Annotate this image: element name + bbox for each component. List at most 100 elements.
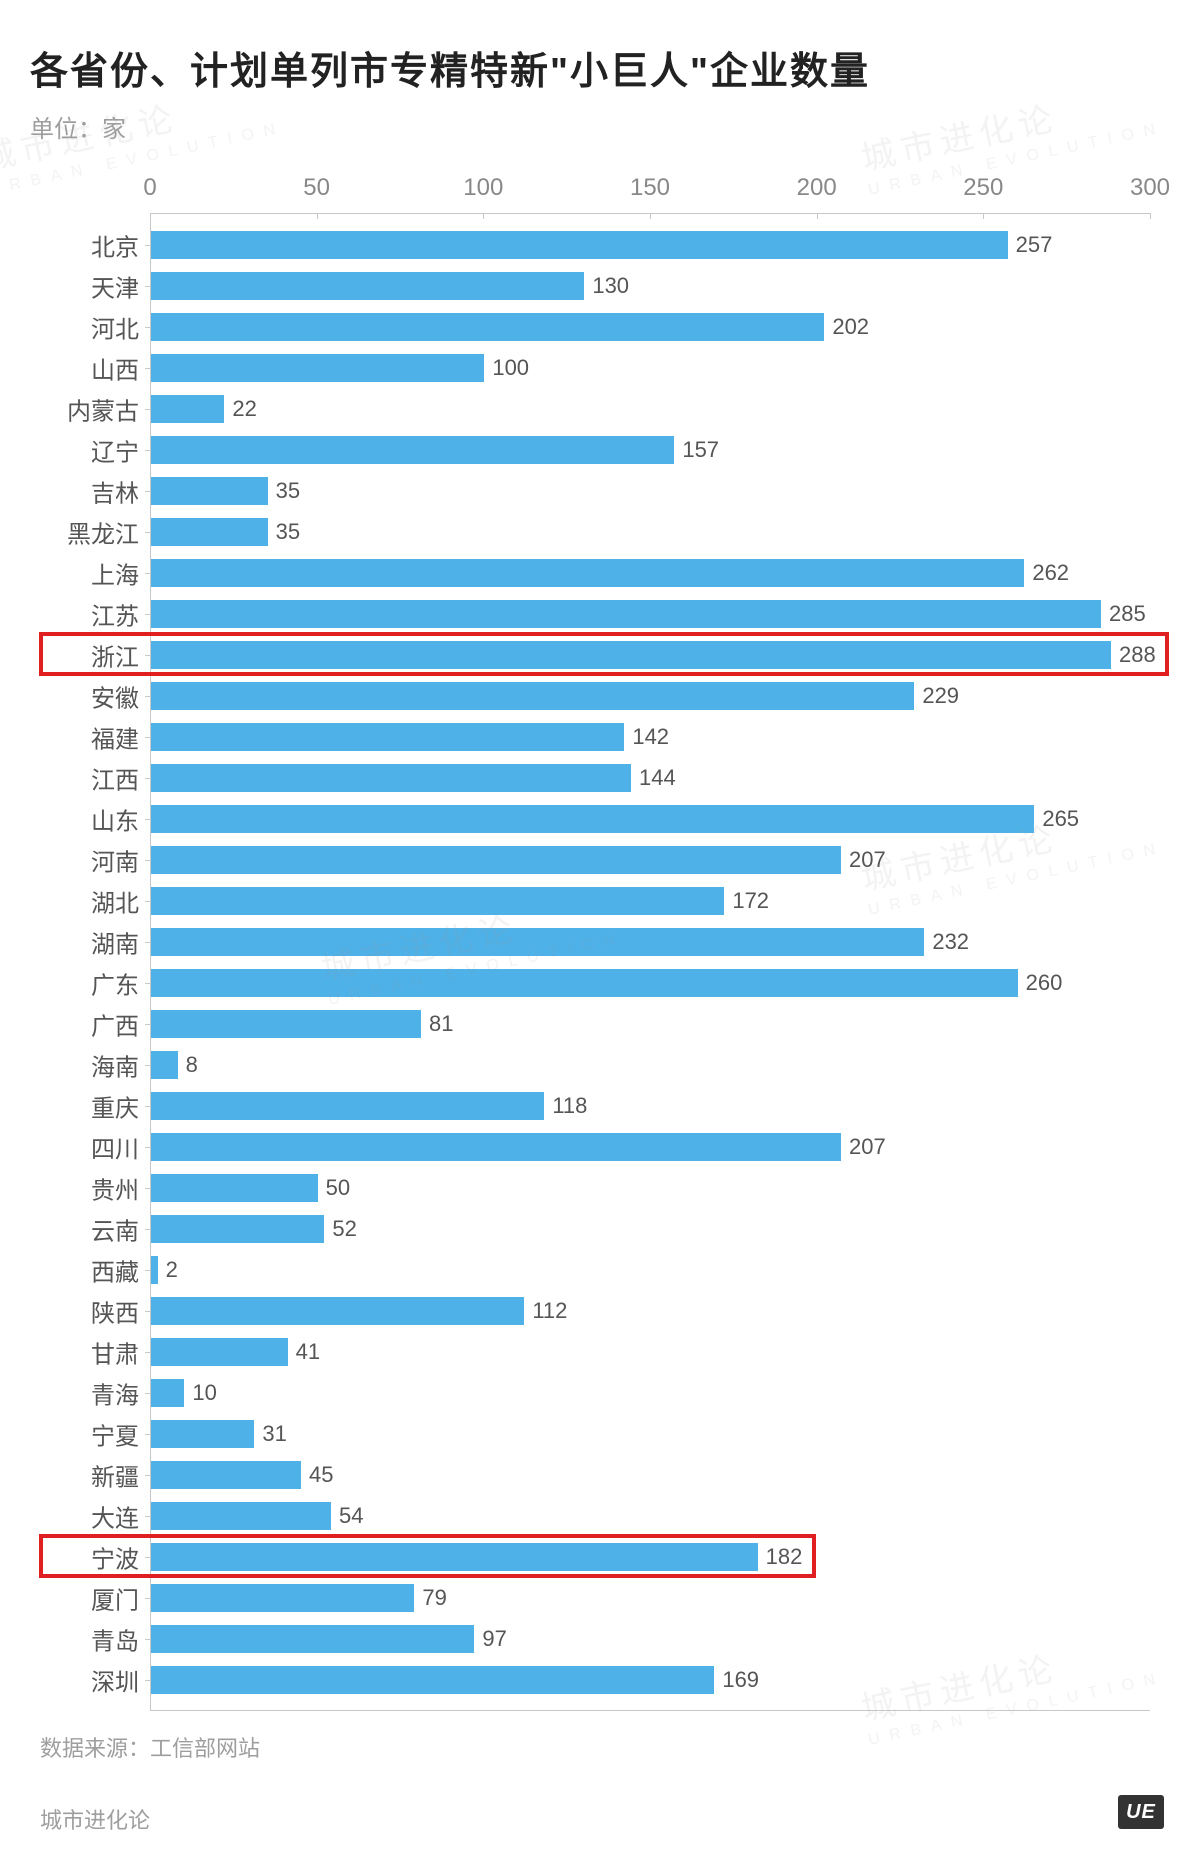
bar-row: 青岛97 <box>151 1618 1150 1659</box>
bar-category-label: 新疆 <box>91 1457 151 1492</box>
bar-row: 新疆45 <box>151 1454 1150 1495</box>
bar-row: 深圳169 <box>151 1659 1150 1700</box>
bar-fill <box>151 231 1008 259</box>
bar-category-label: 青岛 <box>91 1621 151 1656</box>
bar-value-label: 232 <box>924 929 969 955</box>
bar-fill <box>151 887 724 915</box>
bar-category-label: 四川 <box>91 1129 151 1164</box>
x-axis-tick-label: 250 <box>963 174 1003 202</box>
bar-row: 贵州50 <box>151 1167 1150 1208</box>
data-source: 数据来源：工信部网站 <box>40 1731 1170 1763</box>
bar-category-label: 贵州 <box>91 1170 151 1205</box>
x-axis-tick-label: 200 <box>797 174 837 202</box>
bar-value-label: 202 <box>824 314 869 340</box>
bar-row: 甘肃41 <box>151 1331 1150 1372</box>
bar-fill <box>151 1420 254 1448</box>
bar-value-label: 257 <box>1008 232 1053 258</box>
bar-value-label: 144 <box>631 765 676 791</box>
bar-category-label: 上海 <box>91 555 151 590</box>
bar-value-label: 130 <box>584 273 629 299</box>
bar-fill <box>151 395 224 423</box>
bar-value-label: 97 <box>474 1626 506 1652</box>
bar-fill <box>151 969 1018 997</box>
bar-value-label: 172 <box>724 888 769 914</box>
bar-row: 广东260 <box>151 962 1150 1003</box>
bar-fill <box>151 1297 524 1325</box>
x-axis-tick-label: 150 <box>630 174 670 202</box>
bar-category-label: 福建 <box>91 719 151 754</box>
bar-category-label: 湖南 <box>91 924 151 959</box>
bar-fill <box>151 1338 288 1366</box>
bar-row: 广西81 <box>151 1003 1150 1044</box>
bar-row: 山东265 <box>151 798 1150 839</box>
bar-fill <box>151 723 624 751</box>
bar-value-label: 118 <box>544 1093 587 1119</box>
bar-fill <box>151 518 268 546</box>
bar-category-label: 山东 <box>91 801 151 836</box>
x-axis-tick-label: 50 <box>303 174 330 202</box>
bar-category-label: 黑龙江 <box>67 514 151 549</box>
bar-value-label: 288 <box>1111 642 1156 668</box>
bar-category-label: 河南 <box>91 842 151 877</box>
bar-value-label: 142 <box>624 724 669 750</box>
footer-caption: 城市进化论 <box>40 1803 1170 1835</box>
bar-category-label: 山西 <box>91 350 151 385</box>
bar-fill <box>151 477 268 505</box>
bar-fill <box>151 1051 178 1079</box>
bar-row: 黑龙江35 <box>151 511 1150 552</box>
bar-row: 西藏2 <box>151 1249 1150 1290</box>
bar-row: 四川207 <box>151 1126 1150 1167</box>
bar-value-label: 262 <box>1024 560 1069 586</box>
bar-value-label: 50 <box>318 1175 350 1201</box>
bar-row: 浙江288 <box>151 634 1150 675</box>
bar-fill <box>151 272 584 300</box>
bar-row: 湖南232 <box>151 921 1150 962</box>
bar-category-label: 广西 <box>91 1006 151 1041</box>
bar-value-label: 45 <box>301 1462 333 1488</box>
bar-row: 河南207 <box>151 839 1150 880</box>
bar-value-label: 52 <box>324 1216 356 1242</box>
bar-fill <box>151 1174 318 1202</box>
bar-fill <box>151 1215 324 1243</box>
bar-value-label: 81 <box>421 1011 453 1037</box>
bar-category-label: 西藏 <box>91 1252 151 1287</box>
bar-value-label: 229 <box>914 683 959 709</box>
bar-category-label: 广东 <box>91 965 151 1000</box>
bar-value-label: 22 <box>224 396 256 422</box>
bar-row: 湖北172 <box>151 880 1150 921</box>
bar-row: 辽宁157 <box>151 429 1150 470</box>
bar-fill <box>151 436 674 464</box>
bar-category-label: 辽宁 <box>91 432 151 467</box>
bar-fill <box>151 1625 474 1653</box>
bar-row: 山西100 <box>151 347 1150 388</box>
bar-value-label: 157 <box>674 437 719 463</box>
bar-category-label: 重庆 <box>91 1088 151 1123</box>
bar-fill <box>151 1666 714 1694</box>
bar-row: 上海262 <box>151 552 1150 593</box>
bar-fill <box>151 1256 158 1284</box>
bar-row: 河北202 <box>151 306 1150 347</box>
bar-row: 内蒙古22 <box>151 388 1150 429</box>
bar-category-label: 甘肃 <box>91 1334 151 1369</box>
bar-category-label: 大连 <box>91 1498 151 1533</box>
bar-category-label: 厦门 <box>91 1580 151 1615</box>
bar-category-label: 北京 <box>91 227 151 262</box>
bar-fill <box>151 1584 414 1612</box>
bar-row: 宁夏31 <box>151 1413 1150 1454</box>
bar-category-label: 河北 <box>91 309 151 344</box>
bar-row: 安徽229 <box>151 675 1150 716</box>
bar-value-label: 169 <box>714 1667 759 1693</box>
bar-fill <box>151 600 1101 628</box>
bar-fill <box>151 682 914 710</box>
ue-badge-icon: UE <box>1118 1795 1164 1829</box>
bar-row: 重庆118 <box>151 1085 1150 1126</box>
bar-fill <box>151 928 924 956</box>
bar-value-label: 10 <box>184 1380 216 1406</box>
bar-fill <box>151 805 1034 833</box>
bar-row: 北京257 <box>151 224 1150 265</box>
bar-value-label: 35 <box>268 519 300 545</box>
bar-category-label: 宁波 <box>91 1539 151 1574</box>
bars-container: 北京257天津130河北202山西100内蒙古22辽宁157吉林35黑龙江35上… <box>150 214 1150 1711</box>
bar-category-label: 内蒙古 <box>67 391 151 426</box>
bar-row: 海南8 <box>151 1044 1150 1085</box>
